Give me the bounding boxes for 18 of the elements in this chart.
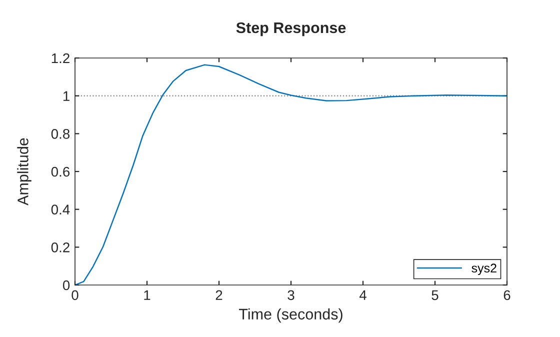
x-tick-label: 1 — [144, 290, 150, 300]
y-tick-label: 1 — [63, 91, 70, 101]
y-tick-label: 0.6 — [51, 166, 70, 177]
x-axis-title: Time (seconds) — [238, 308, 342, 323]
y-tick-label: 0.2 — [51, 242, 70, 252]
x-tick-label: 5 — [432, 290, 438, 300]
x-tick-label: 2 — [216, 290, 222, 300]
x-tick-label: 6 — [504, 290, 510, 300]
x-tick-label: 4 — [359, 290, 366, 300]
legend-label: sys2 — [472, 264, 496, 275]
y-tick-label: 0 — [62, 280, 70, 290]
chart-title: Step Response — [236, 22, 346, 36]
y-tick-label: 0.4 — [51, 204, 70, 215]
y-axis-title: Amplitude — [17, 138, 32, 206]
x-tick-label: 0 — [72, 290, 78, 300]
y-tick-label: 1.2 — [52, 53, 70, 64]
y-tick-label: 0.8 — [51, 129, 70, 139]
x-tick-label: 3 — [288, 290, 294, 300]
